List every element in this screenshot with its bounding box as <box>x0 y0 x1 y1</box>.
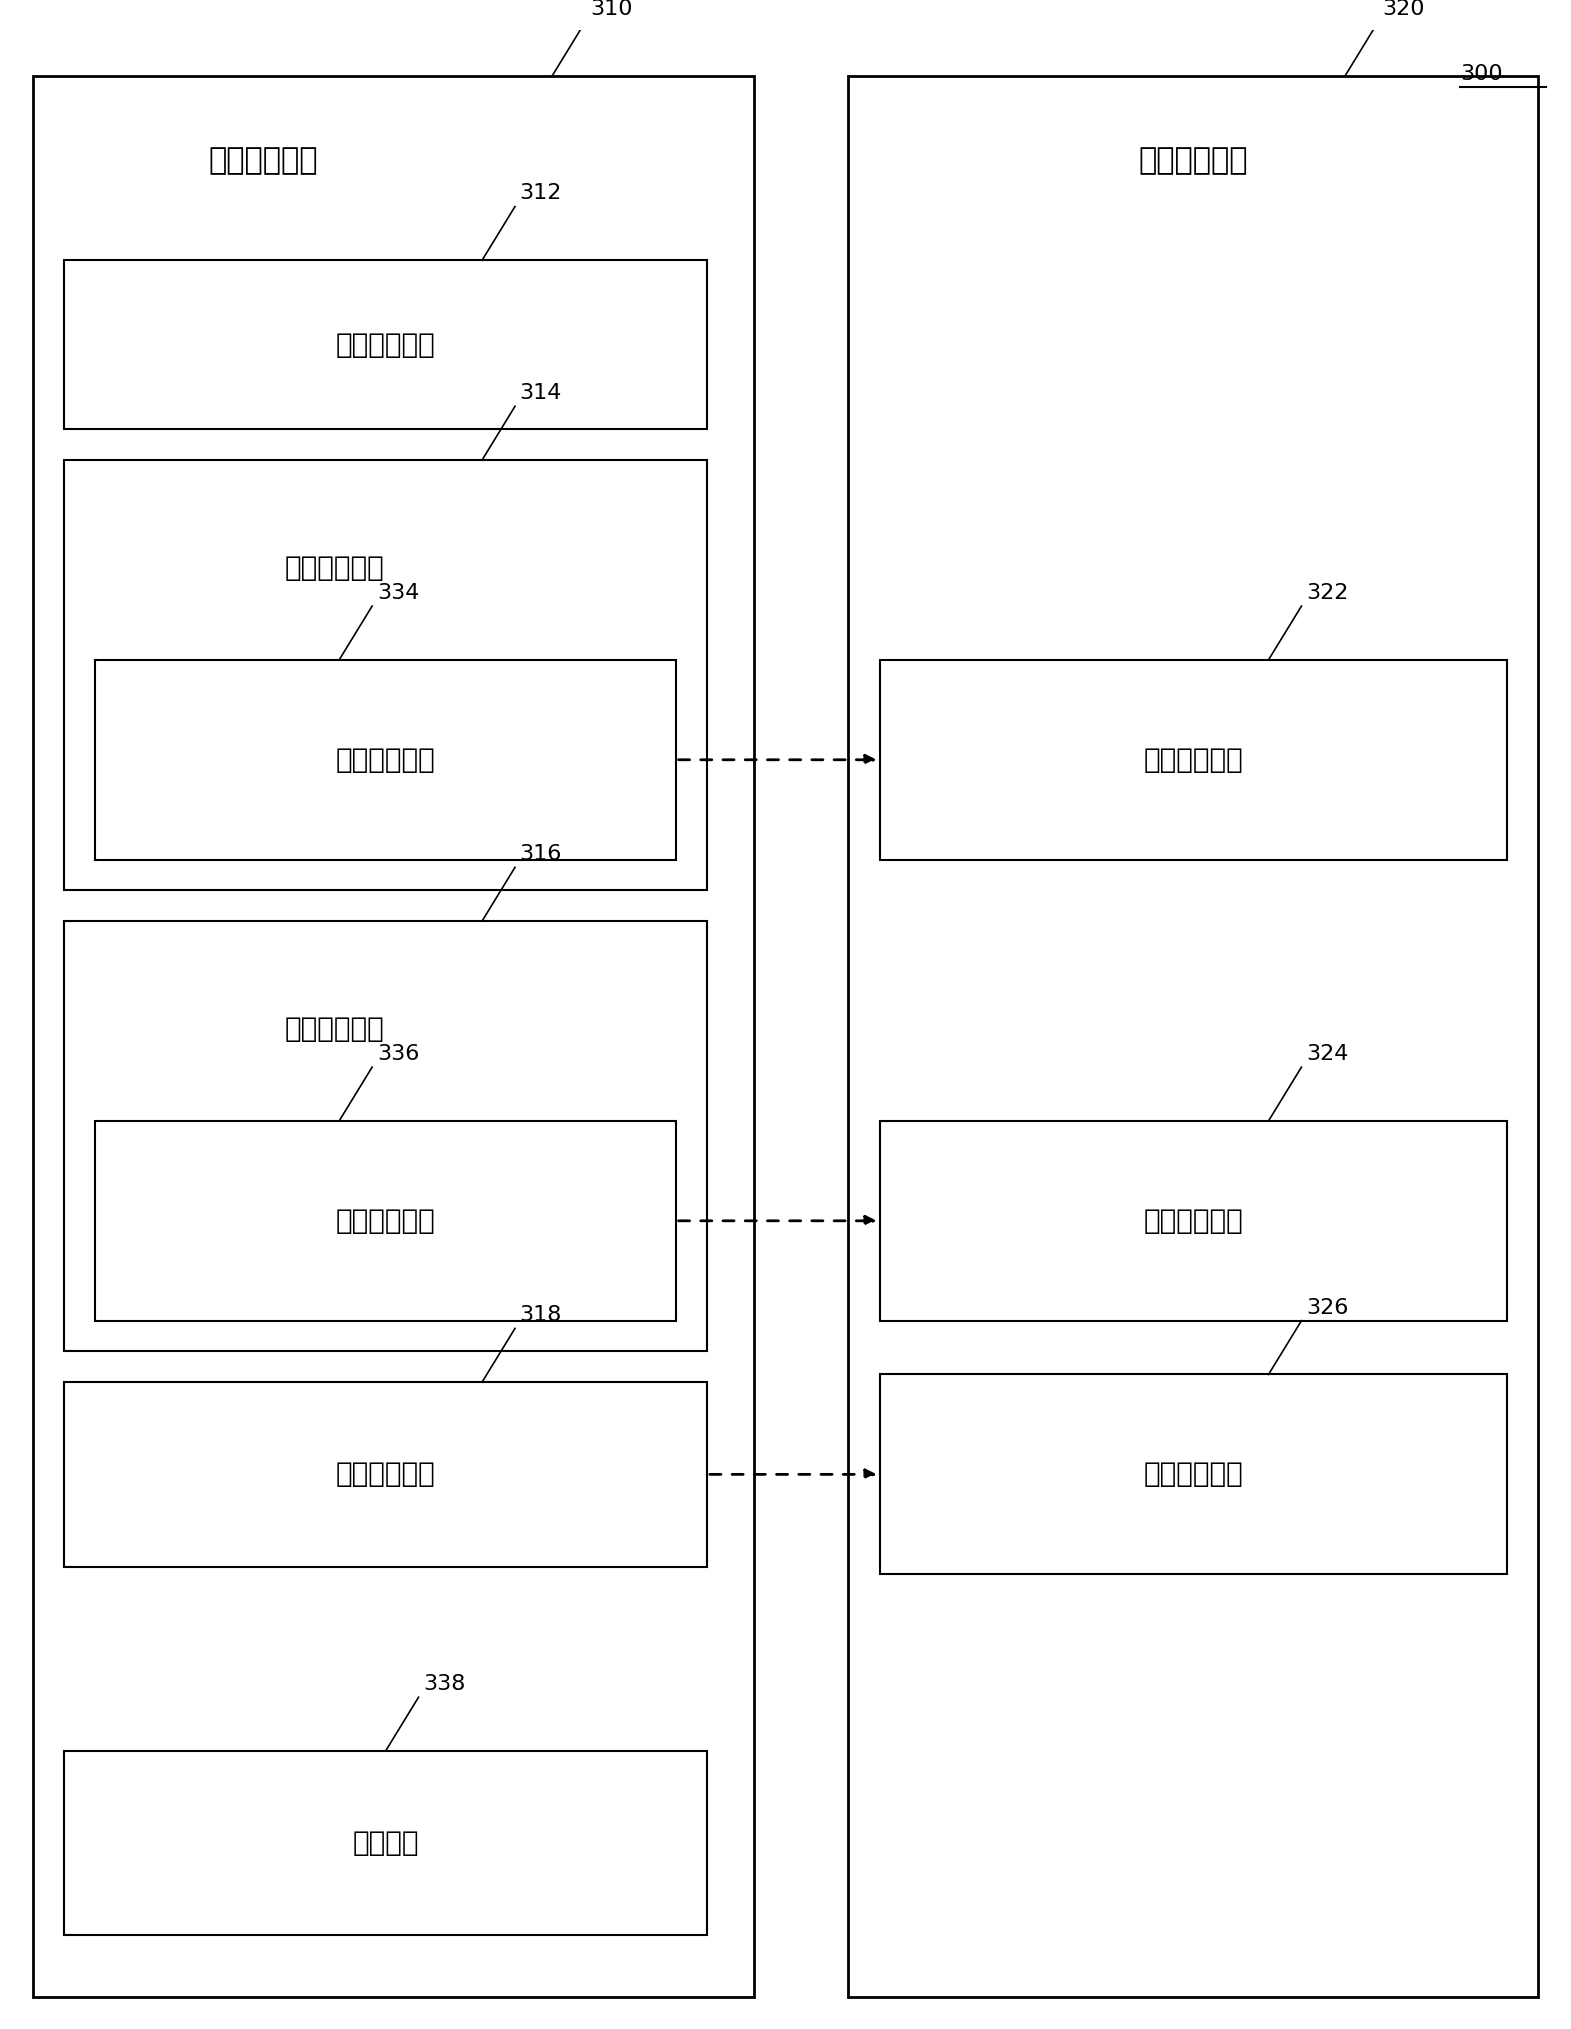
Text: 300: 300 <box>1459 63 1502 83</box>
Text: 312: 312 <box>520 183 562 203</box>
Text: 336: 336 <box>377 1045 419 1063</box>
Bar <box>880 1374 1507 1575</box>
Text: 324: 324 <box>1306 1045 1348 1063</box>
Bar <box>64 1382 707 1566</box>
Text: 第二参考信息: 第二参考信息 <box>336 1207 435 1236</box>
Text: 322: 322 <box>1306 582 1348 603</box>
Bar <box>64 1751 707 1936</box>
Text: 第三控制信息: 第三控制信息 <box>336 1461 435 1489</box>
Text: 报头信息单元: 报头信息单元 <box>209 146 319 174</box>
Text: 338: 338 <box>423 1674 465 1694</box>
Text: 媒体信息单元: 媒体信息单元 <box>1139 146 1247 174</box>
Bar <box>33 75 754 1997</box>
Text: 318: 318 <box>520 1305 562 1325</box>
Text: 图像合成信息: 图像合成信息 <box>336 331 435 359</box>
Text: 326: 326 <box>1306 1299 1348 1317</box>
Bar <box>96 1120 676 1321</box>
Text: 310: 310 <box>589 0 632 18</box>
Bar <box>880 659 1507 860</box>
Bar <box>64 921 707 1351</box>
Text: 314: 314 <box>520 383 562 404</box>
Bar <box>880 1120 1507 1321</box>
Text: 第一立体图像: 第一立体图像 <box>1144 747 1243 773</box>
Text: 第三立体图像: 第三立体图像 <box>1144 1461 1243 1489</box>
Text: 第二控制信息: 第二控制信息 <box>284 1014 383 1043</box>
Text: 第一参考信息: 第一参考信息 <box>336 747 435 773</box>
Text: 316: 316 <box>520 844 562 864</box>
Text: 时间信息: 时间信息 <box>352 1830 419 1857</box>
Bar <box>64 461 707 891</box>
Text: 第二立体图像: 第二立体图像 <box>1144 1207 1243 1236</box>
Text: 320: 320 <box>1382 0 1425 18</box>
Text: 第一控制信息: 第一控制信息 <box>284 554 383 582</box>
Bar <box>848 75 1538 1997</box>
Bar <box>96 659 676 860</box>
Text: 334: 334 <box>377 582 419 603</box>
Bar <box>64 260 707 430</box>
